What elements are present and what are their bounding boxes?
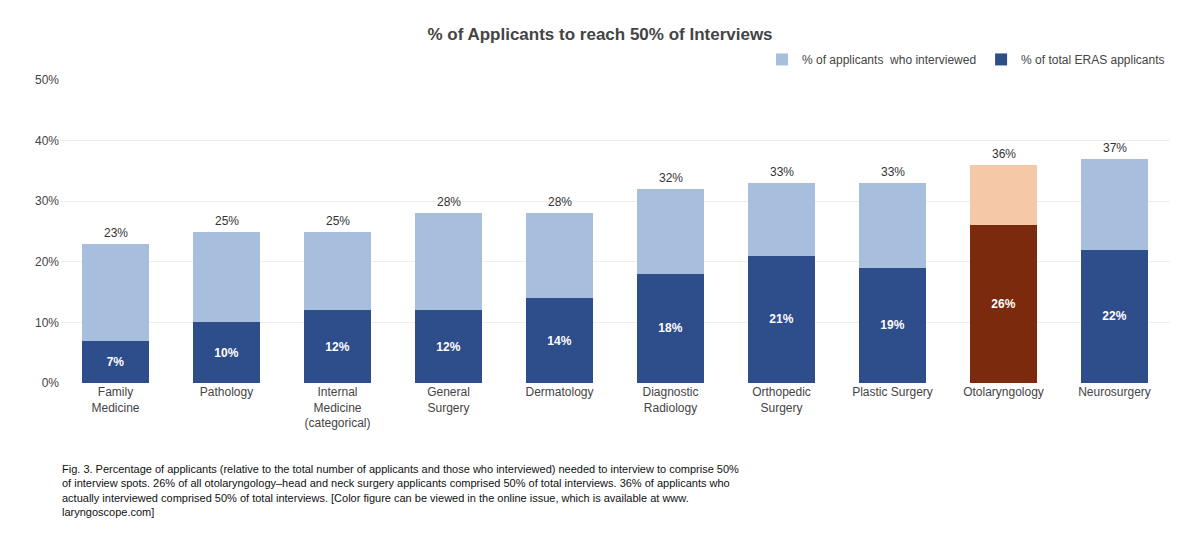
svg-text:% of Applicants to reach 50% o: % of Applicants to reach 50% of Intervie…	[427, 25, 772, 44]
svg-text:25%: 25%	[326, 214, 350, 228]
svg-text:Fig. 3. Percentage of applican: Fig. 3. Percentage of applicants (relati…	[62, 463, 739, 518]
svg-text:25%: 25%	[215, 214, 239, 228]
svg-text:% of total ERAS applicants: % of total ERAS applicants	[1021, 53, 1164, 67]
svg-text:DiagnosticRadiology: DiagnosticRadiology	[642, 385, 698, 415]
svg-text:10%: 10%	[35, 316, 59, 330]
svg-text:14%: 14%	[547, 334, 571, 348]
svg-text:OrthopedicSurgery: OrthopedicSurgery	[752, 385, 811, 415]
svg-text:33%: 33%	[881, 165, 905, 179]
svg-text:FamilyMedicine: FamilyMedicine	[91, 385, 139, 415]
svg-text:Plastic Surgery: Plastic Surgery	[852, 385, 933, 399]
svg-text:GeneralSurgery: GeneralSurgery	[427, 385, 470, 415]
svg-text:21%: 21%	[769, 312, 793, 326]
svg-text:50%: 50%	[35, 73, 59, 87]
svg-text:20%: 20%	[35, 255, 59, 269]
svg-text:Otolaryngology: Otolaryngology	[963, 385, 1044, 399]
svg-text:12%: 12%	[325, 340, 349, 354]
svg-text:22%: 22%	[1102, 309, 1126, 323]
svg-text:36%: 36%	[992, 147, 1016, 161]
svg-text:7%: 7%	[107, 355, 125, 369]
svg-text:37%: 37%	[1103, 141, 1127, 155]
svg-text:Pathology: Pathology	[200, 385, 253, 399]
svg-text:InternalMedicine(categorical): InternalMedicine(categorical)	[304, 385, 370, 430]
svg-text:18%: 18%	[658, 321, 682, 335]
svg-text:26%: 26%	[991, 297, 1015, 311]
svg-text:23%: 23%	[104, 226, 128, 240]
svg-text:12%: 12%	[436, 340, 460, 354]
svg-text:Dermatology: Dermatology	[525, 385, 593, 399]
svg-text:0%: 0%	[42, 376, 60, 390]
svg-text:10%: 10%	[214, 346, 238, 360]
svg-text:32%: 32%	[659, 171, 683, 185]
svg-text:% of applicants who interview: % of applicants who interviewed	[802, 53, 976, 67]
svg-text:40%: 40%	[35, 134, 59, 148]
svg-text:28%: 28%	[548, 195, 572, 209]
svg-text:30%: 30%	[35, 194, 59, 208]
svg-text:33%: 33%	[770, 165, 794, 179]
svg-text:19%: 19%	[880, 318, 904, 332]
svg-text:28%: 28%	[437, 195, 461, 209]
svg-text:Neurosurgery: Neurosurgery	[1078, 385, 1151, 399]
